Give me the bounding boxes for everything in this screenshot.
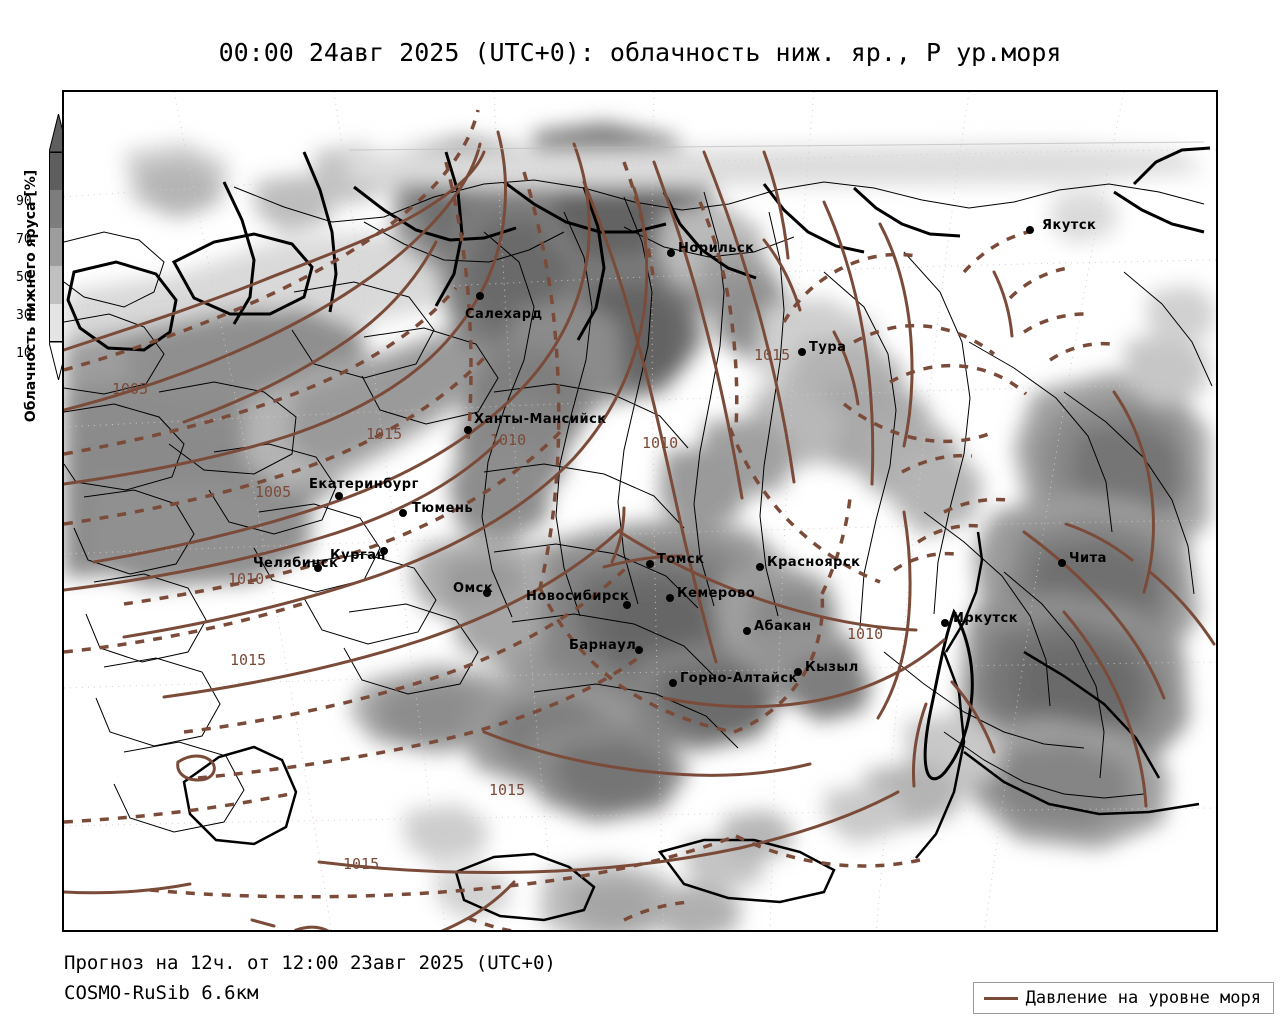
- city-dot-kemerovo: [666, 594, 674, 602]
- city-label-khanty-mansiysk: Ханты-Мансийск: [474, 412, 607, 427]
- city-label-norilsk: Норильск: [678, 241, 755, 256]
- city-label-salekhard: Салехард: [465, 307, 543, 322]
- city-dot-kurgan: [380, 547, 388, 555]
- isobar-label: 1015: [754, 346, 791, 364]
- city-dot-gorno-altaysk: [669, 679, 677, 687]
- map-canvas: [64, 92, 1216, 930]
- city-label-chelyabinsk: Челябинск: [253, 556, 339, 571]
- colorbar-tick-0: 90: [16, 194, 32, 209]
- city-label-tomsk: Томск: [657, 552, 705, 567]
- city-dot-omsk: [483, 589, 491, 597]
- city-dot-norilsk: [667, 249, 675, 257]
- isobar-label: 1010: [228, 570, 265, 588]
- city-label-chita: Чита: [1069, 551, 1107, 566]
- city-label-krasnoyarsk: Красноярск: [767, 555, 861, 570]
- city-dot-khanty-mansiysk: [464, 426, 472, 434]
- page-title: 00:00 24авг 2025 (UTC+0): облачность ниж…: [218, 38, 1062, 67]
- city-dot-barnaul: [635, 646, 643, 654]
- city-dot-tomsk: [646, 560, 654, 568]
- city-dot-ekaterinburg: [335, 492, 343, 500]
- isobar-label: 1015: [343, 855, 380, 873]
- pressure-legend: Давление на уровне моря: [972, 982, 1274, 1014]
- colorbar-axis-label: Облачность нижнего яруса [%]: [23, 169, 39, 423]
- weather-map[interactable]: 1005 1005 1010 1015 1015 1010 1010 1015 …: [62, 90, 1218, 932]
- city-dot-kyzyl: [794, 668, 802, 676]
- model-name-line: COSMO-RuSib 6.6км: [64, 982, 259, 1004]
- city-dot-chita: [1058, 559, 1066, 567]
- isobar-label: 1005: [112, 380, 149, 398]
- colorbar-tick-2: 50: [16, 270, 32, 285]
- isobar-label: 1015: [489, 781, 526, 799]
- isobar-label: 1010: [847, 625, 884, 643]
- city-dot-yakutsk: [1026, 226, 1034, 234]
- city-label-kyzyl: Кызыл: [805, 660, 859, 675]
- city-label-omsk: Омск: [453, 581, 494, 596]
- colorbar-tick-4: 10: [16, 346, 32, 361]
- city-dot-tura: [798, 348, 806, 356]
- footer-text: Прогноз на 12ч. от 12:00 23авг 2025 (UTC…: [64, 948, 556, 1008]
- city-dot-tyumen: [399, 509, 407, 517]
- isobar-label: 1015: [366, 425, 403, 443]
- city-label-barnaul: Барнаул: [569, 638, 637, 653]
- domain-edge: [348, 141, 1205, 151]
- pressure-legend-label: Давление на уровне моря: [1025, 988, 1261, 1008]
- city-dot-krasnoyarsk: [756, 563, 764, 571]
- city-dot-novosibirsk: [623, 601, 631, 609]
- city-label-abakan: Абакан: [754, 619, 812, 634]
- isobar-label: 1015: [230, 651, 267, 669]
- colorbar-tick-1: 70: [16, 232, 32, 247]
- isobar-label: 1010: [490, 431, 527, 449]
- city-dot-chelyabinsk: [314, 564, 322, 572]
- isobar-label: 1010: [642, 434, 679, 452]
- city-label-yakutsk: Якутск: [1042, 218, 1097, 233]
- city-label-kurgan: Курган: [330, 548, 386, 563]
- pressure-legend-line: [983, 996, 1018, 1000]
- city-label-ekaterinburg: Екатеринбург: [309, 477, 419, 492]
- isobars-dashed: [64, 109, 1113, 930]
- forecast-valid-line: Прогноз на 12ч. от 12:00 23авг 2025 (UTC…: [64, 952, 556, 974]
- city-dot-abakan: [743, 627, 751, 635]
- city-label-tura: Тура: [809, 340, 847, 355]
- colorbar-tick-3: 30: [16, 308, 32, 323]
- city-label-novosibirsk: Новосибирск: [526, 589, 630, 604]
- city-label-tyumen: Тюмень: [412, 501, 474, 516]
- cloud-cover-field: [64, 122, 1216, 930]
- isobars-solid: [64, 130, 1216, 930]
- isobar-label: 1005: [255, 483, 292, 501]
- city-dot-irkutsk: [941, 619, 949, 627]
- city-dot-salekhard: [476, 292, 484, 300]
- city-label-kemerovo: Кемерово: [677, 586, 756, 601]
- city-label-gorno-altaysk: Горно-Алтайск: [680, 671, 798, 686]
- city-label-irkutsk: Иркутск: [953, 611, 1019, 626]
